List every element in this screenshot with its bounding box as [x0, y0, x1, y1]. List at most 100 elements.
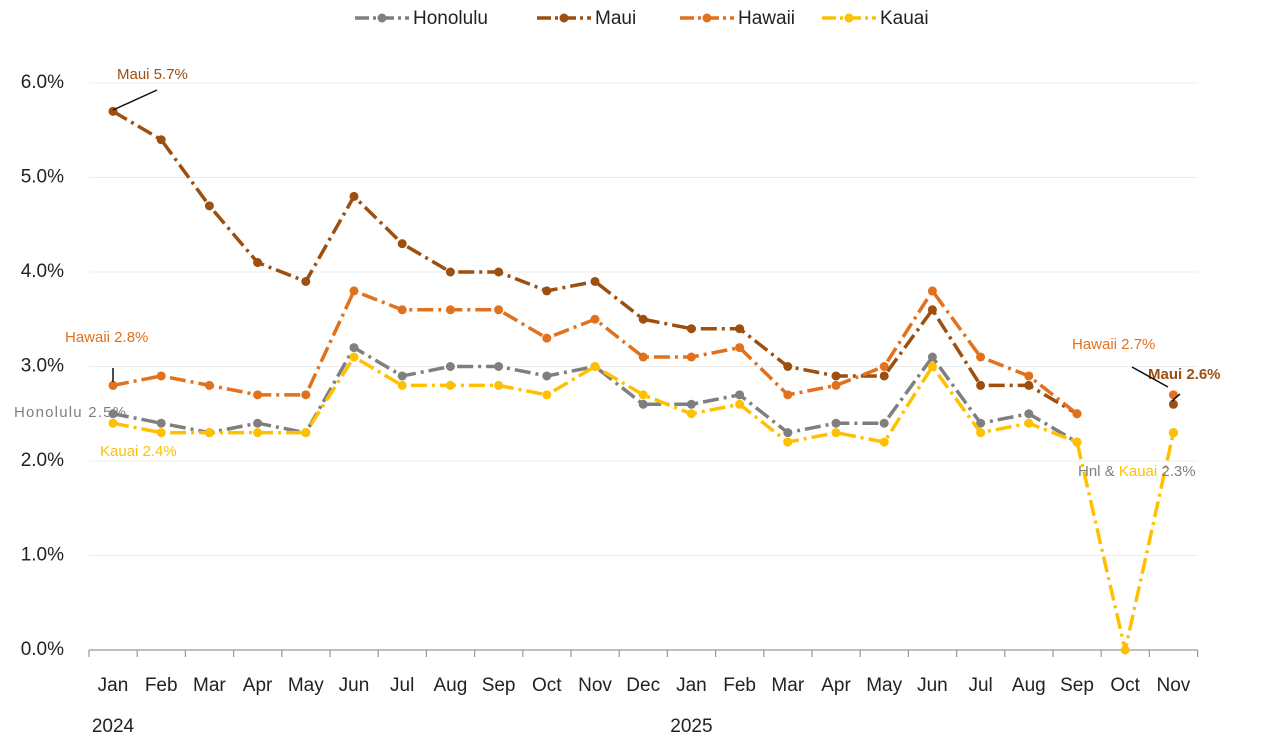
data-point	[542, 286, 552, 296]
data-point	[783, 428, 793, 438]
annotation: Honolulu 2.5%	[14, 404, 126, 421]
data-point	[831, 371, 841, 381]
x-tick-label: Oct	[532, 675, 562, 696]
legend-label: Maui	[595, 8, 636, 29]
data-point	[879, 371, 889, 381]
x-tick-label: Apr	[821, 675, 851, 696]
data-point	[686, 399, 696, 409]
data-point	[1024, 409, 1034, 419]
legend-label: Hawaii	[738, 8, 795, 29]
data-point	[976, 418, 986, 428]
data-point	[542, 333, 552, 343]
data-point	[976, 428, 986, 438]
series-line	[112, 354, 1176, 651]
x-tick-label: Sep	[1060, 675, 1094, 696]
legend-label: Kauai	[880, 8, 929, 29]
legend-item: Kauai	[822, 8, 929, 29]
data-point	[204, 380, 214, 390]
x-tick-label: Feb	[723, 675, 756, 696]
data-point	[445, 267, 455, 277]
data-point	[976, 352, 986, 362]
data-point	[301, 390, 311, 400]
data-point	[204, 201, 214, 211]
x-tick-label: Apr	[243, 675, 273, 696]
annotation: Hawaii 2.8%	[65, 329, 148, 346]
data-point	[156, 371, 166, 381]
data-point	[783, 437, 793, 447]
legend-marker	[559, 13, 569, 23]
data-point	[397, 305, 407, 315]
y-tick-label: 2.0%	[21, 450, 64, 471]
data-point	[686, 409, 696, 419]
x-tick-label: Mar	[771, 675, 804, 696]
data-point	[976, 380, 986, 390]
data-point	[831, 418, 841, 428]
data-point	[301, 428, 311, 438]
data-point	[108, 418, 118, 428]
data-point	[445, 380, 455, 390]
data-point	[783, 390, 793, 400]
data-point	[1024, 371, 1034, 381]
data-point	[445, 305, 455, 315]
data-point	[253, 258, 263, 268]
legend-marker	[702, 13, 712, 23]
data-point	[397, 239, 407, 249]
data-point	[156, 418, 166, 428]
y-tick-label: 5.0%	[21, 167, 64, 188]
data-point	[1024, 418, 1034, 428]
data-point	[831, 380, 841, 390]
y-tick-label: 4.0%	[21, 261, 64, 282]
data-point	[494, 305, 504, 315]
x-tick-label: Jul	[390, 675, 414, 696]
data-point	[1024, 380, 1034, 390]
y-tick-label: 6.0%	[21, 72, 64, 93]
data-point	[494, 362, 504, 371]
y-tick-label: 3.0%	[21, 356, 64, 377]
x-tick-label: Nov	[578, 675, 612, 696]
data-point	[156, 135, 166, 145]
x-tick-label: Aug	[433, 675, 467, 696]
data-point	[927, 286, 937, 296]
data-point	[397, 380, 407, 390]
data-point	[349, 352, 359, 362]
data-point	[1120, 645, 1130, 655]
data-point	[590, 362, 600, 371]
data-point	[590, 276, 600, 286]
data-point	[783, 362, 793, 371]
leader-line	[1171, 393, 1181, 402]
data-point	[1072, 409, 1082, 419]
data-point	[253, 390, 263, 400]
x-tick-label: Dec	[626, 675, 660, 696]
x-group-label: 2024	[92, 716, 135, 737]
legend-item: Hawaii	[680, 8, 795, 29]
data-point	[638, 352, 648, 362]
data-point	[686, 352, 696, 362]
x-tick-label: Jun	[917, 675, 948, 696]
legend-item: Honolulu	[355, 8, 488, 29]
data-point	[1072, 437, 1082, 447]
x-tick-label: Jul	[968, 675, 992, 696]
data-point	[445, 362, 455, 371]
data-point	[253, 428, 263, 438]
data-point	[735, 399, 745, 409]
data-point	[879, 437, 889, 447]
data-point	[349, 286, 359, 296]
annotation-part: Kauai	[1119, 463, 1157, 480]
data-point	[301, 276, 311, 286]
x-tick-label: Feb	[145, 675, 178, 696]
data-point	[253, 418, 263, 428]
x-group-label: 2025	[670, 716, 712, 737]
x-tick-label: Jun	[339, 675, 370, 696]
data-point	[349, 191, 359, 201]
data-point	[735, 324, 745, 334]
data-point	[638, 314, 648, 324]
annotation: Maui 2.6%	[1148, 366, 1221, 383]
x-tick-label: Jan	[676, 675, 707, 696]
data-point	[927, 352, 937, 362]
data-point	[735, 343, 745, 353]
legend-item: Maui	[537, 8, 636, 29]
data-point	[879, 418, 889, 428]
annotation: Kauai 2.4%	[100, 443, 177, 460]
x-tick-label: May	[866, 675, 902, 696]
data-point	[349, 343, 359, 353]
